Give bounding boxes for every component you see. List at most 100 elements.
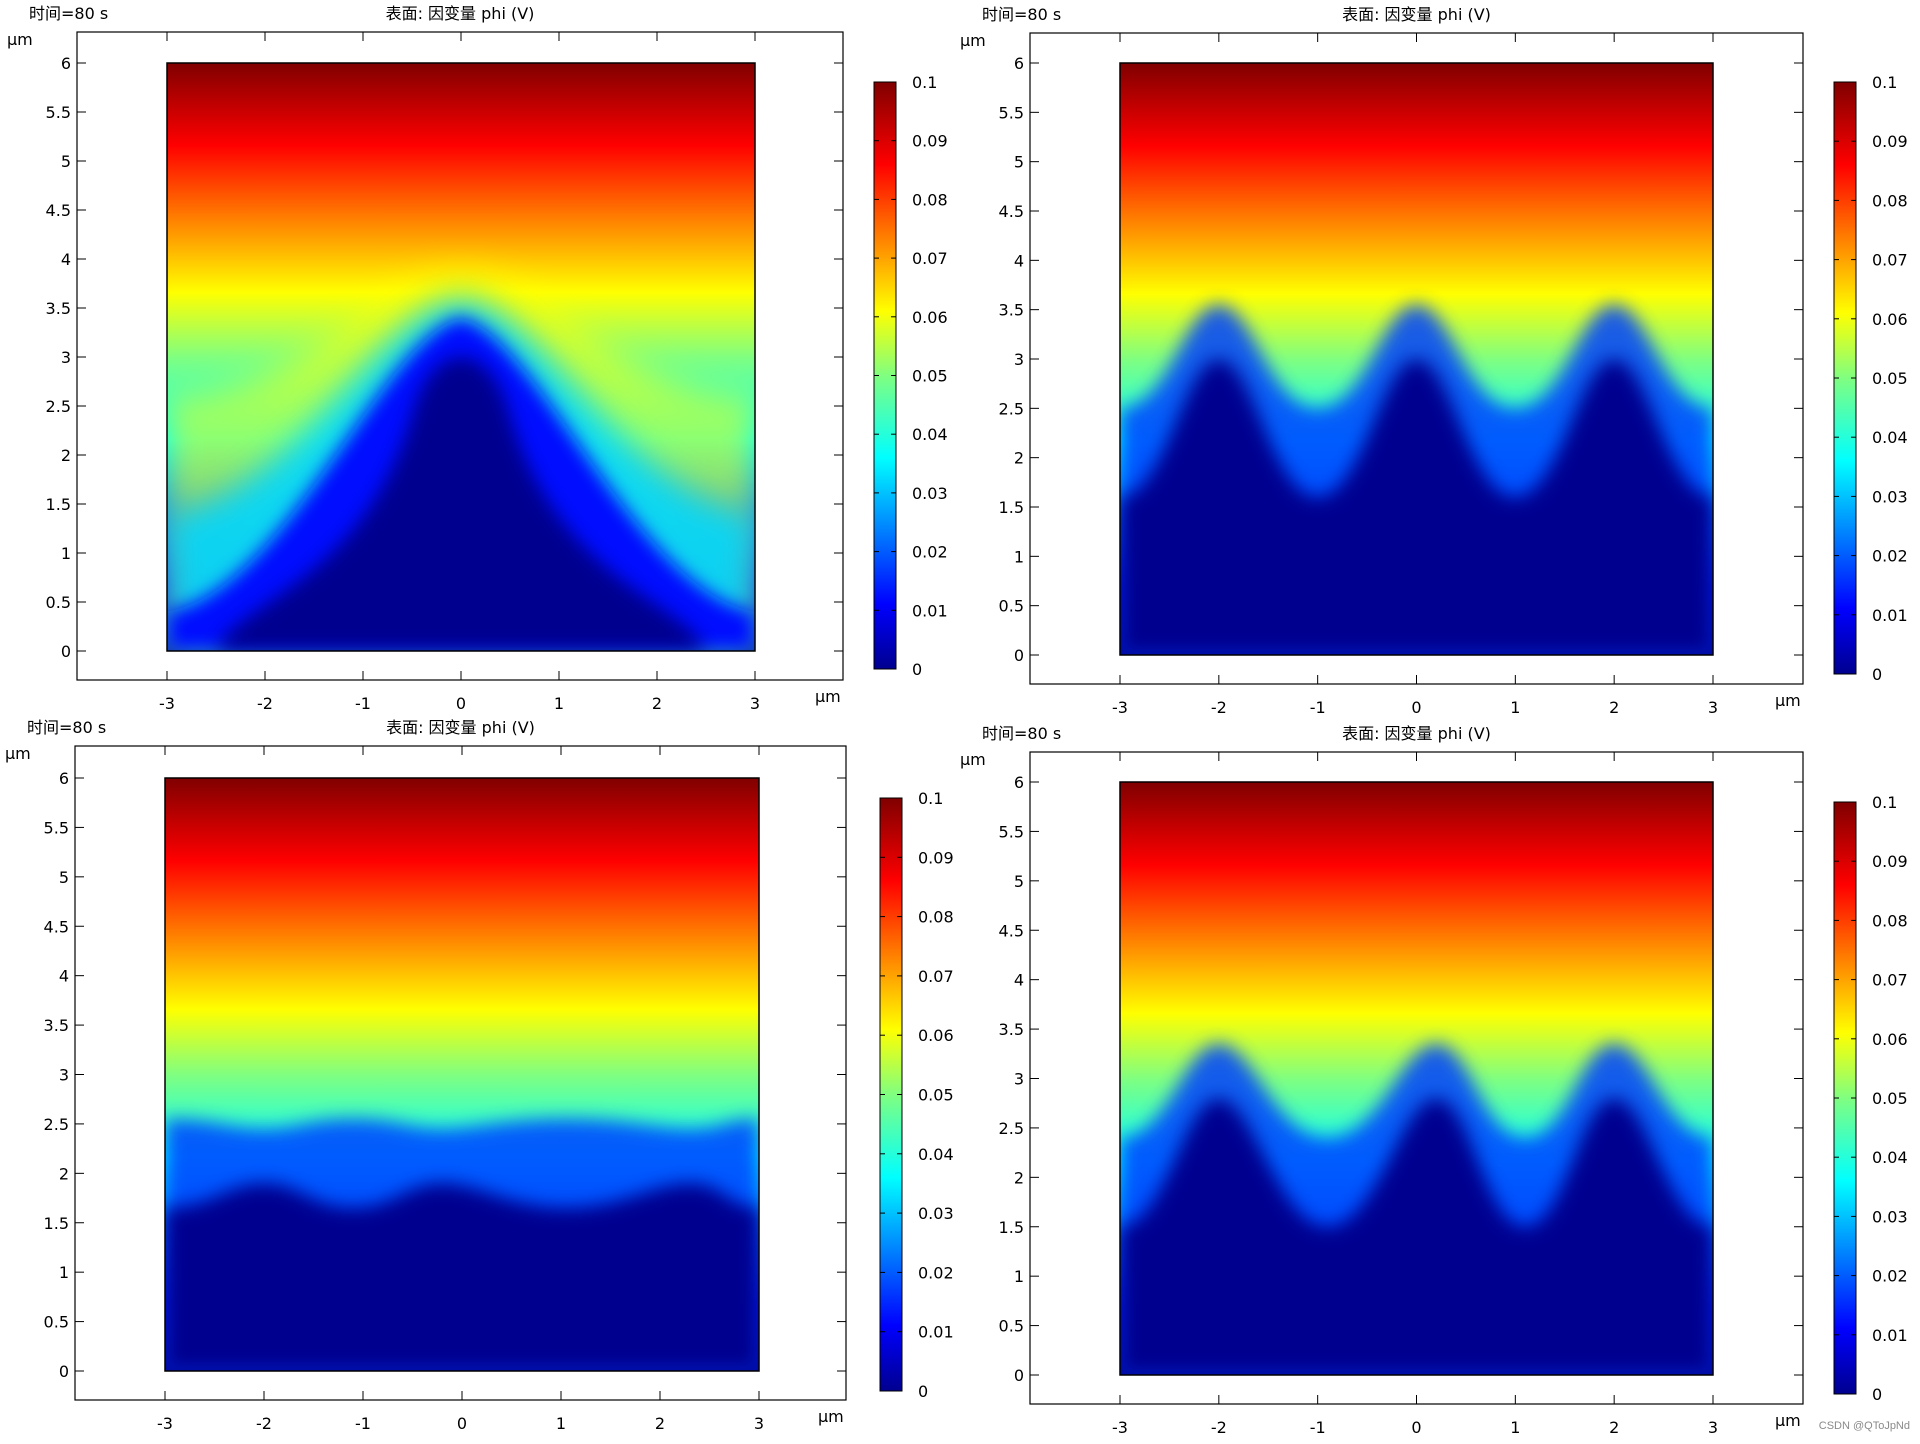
colorbar-tick-label: 0.02 — [918, 1263, 954, 1282]
x-tick-label: 2 — [655, 1414, 665, 1433]
colorbar-tick-label: 0.04 — [1872, 1148, 1908, 1167]
colorbar-tick-label: 0.07 — [918, 967, 954, 986]
colorbar-tick-label: 0.04 — [918, 1145, 954, 1164]
y-tick-label: 0 — [1014, 646, 1024, 665]
y-tick-label: 0 — [61, 642, 71, 661]
y-tick-label: 5.5 — [999, 103, 1024, 122]
y-tick-label: 4.5 — [999, 202, 1024, 221]
heatmap-field — [167, 63, 755, 651]
y-tick-label: 3.5 — [999, 301, 1024, 320]
y-tick-label: 2 — [1014, 449, 1024, 468]
time-label: 时间=80 s — [982, 724, 1061, 743]
y-tick-label: 3 — [1014, 350, 1024, 369]
y-tick-label: 3 — [61, 348, 71, 367]
y-axis-label: μm — [960, 31, 986, 50]
y-tick-label: 4 — [1014, 251, 1024, 270]
y-tick-label: 0.5 — [999, 1317, 1024, 1336]
x-tick-label: -3 — [1112, 1418, 1128, 1437]
x-tick-label: 2 — [652, 694, 662, 713]
x-tick-label: 0 — [1411, 1418, 1421, 1437]
colorbar-tick-label: 0.05 — [1872, 1089, 1908, 1108]
colorbar-min-label: 0 — [1872, 1385, 1882, 1404]
y-tick-label: 6 — [59, 769, 69, 788]
domain-outline — [166, 62, 756, 652]
y-tick-label: 2.5 — [46, 397, 71, 416]
x-tick-label: -1 — [355, 694, 371, 713]
time-label: 时间=80 s — [29, 4, 108, 23]
colorbar-min-label: 0 — [912, 660, 922, 679]
x-tick-label: 3 — [1708, 1418, 1718, 1437]
colorbar-tick-label: 0.06 — [1872, 310, 1908, 329]
colorbar-tick-label: 0.06 — [1872, 1030, 1908, 1049]
colorbar-tick-label: 0.03 — [912, 484, 948, 503]
time-label: 时间=80 s — [27, 718, 106, 737]
y-tick-label: 4 — [59, 967, 69, 986]
colorbar-tick-label: 0.01 — [912, 601, 948, 620]
x-axis-label: μm — [818, 1407, 844, 1426]
y-tick-label: 6 — [1014, 54, 1024, 73]
x-tick-label: -3 — [159, 694, 175, 713]
y-tick-label: 5.5 — [46, 103, 71, 122]
x-tick-label: -2 — [256, 1414, 272, 1433]
x-tick-label: 1 — [556, 1414, 566, 1433]
y-tick-label: 4.5 — [44, 917, 69, 936]
x-tick-label: 1 — [1510, 1418, 1520, 1437]
axes-frame — [76, 31, 844, 681]
x-tick-label: 3 — [1708, 698, 1718, 717]
y-tick-label: 2.5 — [999, 399, 1024, 418]
colorbar-tick-label: 0.09 — [912, 132, 948, 151]
y-tick-label: 3.5 — [46, 299, 71, 318]
field-core — [165, 1183, 759, 1371]
colorbar-tick-label: 0.01 — [1872, 606, 1908, 625]
y-tick-label: 1 — [61, 544, 71, 563]
colorbar-tick-label: 0.1 — [1872, 73, 1897, 92]
y-tick-label: 1.5 — [999, 498, 1024, 517]
colorbar-tick-label: 0.05 — [912, 367, 948, 386]
y-axis-label: μm — [7, 30, 33, 49]
x-axis-label: μm — [1775, 691, 1801, 710]
y-tick-label: 2 — [59, 1164, 69, 1183]
colorbar-min-label: 0 — [918, 1382, 928, 1401]
y-tick-label: 1.5 — [46, 495, 71, 514]
y-tick-label: 2 — [61, 446, 71, 465]
domain-outline — [164, 777, 760, 1372]
x-tick-label: 2 — [1609, 1418, 1619, 1437]
domain-outline — [1119, 62, 1714, 656]
colorbar-tick-label: 0.1 — [1872, 793, 1897, 812]
x-tick-label: 3 — [754, 1414, 764, 1433]
plot-title: 表面: 因变量 phi (V) — [386, 4, 535, 23]
x-tick-label: -1 — [355, 1414, 371, 1433]
colorbar-tick-label: 0.08 — [918, 908, 954, 927]
x-tick-label: 0 — [457, 1414, 467, 1433]
y-tick-label: 5 — [1014, 153, 1024, 172]
colorbar-min-label: 0 — [1872, 665, 1882, 684]
x-tick-label: -3 — [1112, 698, 1128, 717]
y-tick-label: 3 — [1014, 1070, 1024, 1089]
colorbar-tick-label: 0.03 — [918, 1204, 954, 1223]
field-core — [216, 357, 706, 651]
colorbar-tick-label: 0.08 — [1872, 191, 1908, 210]
time-label: 时间=80 s — [982, 5, 1061, 24]
colorbar-tick-label: 0.06 — [912, 308, 948, 327]
heatmap-field — [165, 778, 759, 1371]
colorbar-tick-label: 0.09 — [1872, 852, 1908, 871]
y-tick-label: 6 — [1014, 773, 1024, 792]
y-tick-label: 6 — [61, 54, 71, 73]
y-tick-label: 2.5 — [44, 1115, 69, 1134]
plot-title: 表面: 因变量 phi (V) — [386, 718, 535, 737]
plot-panel-1: 0 0.5 1 1.5 2 2.5 3 3.5 4 4.5 5 5.5 6 -3 -2 -1 0 1 2 3 μm μm 时… — [7, 4, 948, 713]
y-tick-label: 4.5 — [999, 921, 1024, 940]
y-tick-label: 2 — [1014, 1168, 1024, 1187]
y-tick-label: 1 — [59, 1263, 69, 1282]
colorbar-tick-label: 0.08 — [1872, 911, 1908, 930]
plot-panel-3: 0 0.5 1 1.5 2 2.5 3 3.5 4 4.5 5 5.5 6 -3 -2 -1 0 1 2 3 μm μm 时… — [5, 718, 954, 1433]
colorbar-tick-label: 0.1 — [918, 789, 943, 808]
y-tick-label: 0.5 — [44, 1313, 69, 1332]
y-tick-label: 3 — [59, 1066, 69, 1085]
colorbar-tick-label: 0.04 — [912, 425, 948, 444]
heatmap-field — [1120, 63, 1713, 655]
colorbar-tick-label: 0.08 — [912, 190, 948, 209]
x-tick-label: 1 — [554, 694, 564, 713]
y-tick-label: 0 — [59, 1362, 69, 1381]
